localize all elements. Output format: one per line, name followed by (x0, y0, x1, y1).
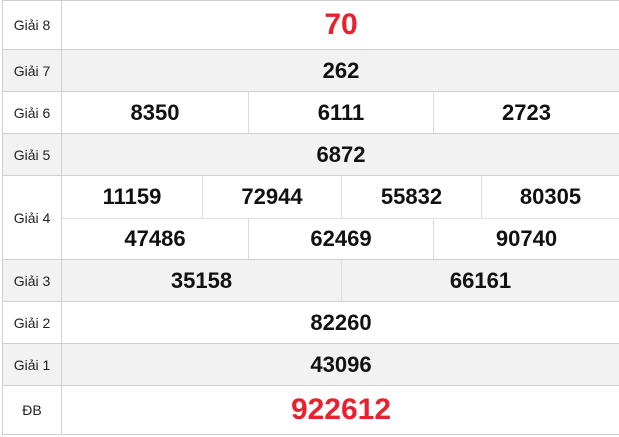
row-giai-5: Giải 5 6872 (2, 133, 619, 175)
prize-label: ĐB (2, 386, 62, 434)
prize-number: 90740 (433, 218, 619, 260)
row-dac-biet: ĐB 922612 (2, 385, 619, 434)
row-giai-8: Giải 8 70 (2, 0, 619, 49)
prize-number: 62469 (248, 218, 433, 260)
divider (62, 218, 619, 219)
prize-number: 72944 (202, 176, 341, 218)
prize-number: 11159 (102, 184, 162, 209)
prize-label: Giải 2 (2, 302, 62, 343)
row-giai-1: Giải 1 43096 (2, 343, 619, 385)
prize-number-special: 70 (324, 8, 358, 41)
prize-label: Giải 5 (2, 134, 62, 175)
prize-number: 6872 (316, 141, 366, 167)
prize-number: 2723 (433, 92, 619, 133)
prize-label: Giải 7 (2, 50, 62, 91)
row-giai-7: Giải 7 262 (2, 49, 619, 91)
row-giai-3: Giải 3 35158 66161 (2, 259, 619, 301)
prize-number: 82260 (310, 309, 372, 335)
table-bottom-border (2, 434, 619, 435)
prize-number: 55832 (341, 176, 481, 218)
prize-label: Giải 1 (2, 344, 62, 385)
prize-number: 262 (322, 57, 360, 83)
row-giai-6: Giải 6 8350 6111 2723 (2, 91, 619, 133)
prize-number: 66161 (341, 260, 619, 301)
prize-number: 6111 (248, 92, 433, 133)
prize-number: 8350 (130, 99, 180, 125)
prize-number: 47486 (124, 226, 186, 251)
prize-number: 43096 (310, 351, 372, 377)
prize-label: Giải 4 (2, 176, 62, 259)
prize-label: Giải 6 (2, 92, 62, 133)
row-giai-2: Giải 2 82260 (2, 301, 619, 343)
prize-number-special: 922612 (290, 393, 392, 426)
prize-label: Giải 3 (2, 260, 62, 301)
prize-number: 35158 (170, 267, 233, 293)
prize-label: Giải 8 (2, 1, 62, 49)
row-giai-4: Giải 4 11159 72944 55832 80305 47486 624… (2, 175, 619, 260)
prize-number: 80305 (481, 176, 619, 218)
